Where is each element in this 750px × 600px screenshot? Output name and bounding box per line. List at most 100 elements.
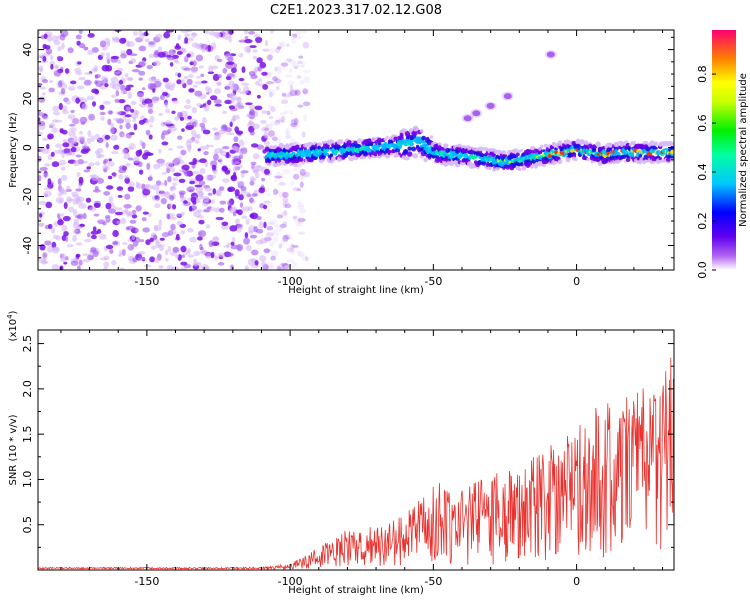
noise-speckle: [165, 258, 169, 262]
ridge-cell: [566, 157, 570, 161]
noise-speckle: [235, 209, 240, 214]
noise-speckle: [67, 86, 76, 91]
ridge-cell: [574, 158, 578, 162]
noise-speckle: [108, 158, 112, 162]
noise-speckle: [187, 227, 194, 233]
noise-speckle: [82, 258, 90, 263]
noise-speckle: [44, 240, 52, 246]
noise-speckle: [198, 230, 207, 238]
noise-speckle: [138, 119, 145, 125]
noise-speckle: [157, 244, 165, 248]
noise-speckle: [123, 152, 130, 160]
noise-speckle: [162, 233, 167, 238]
ridge-cell: [423, 157, 428, 163]
noise-speckle: [68, 130, 76, 137]
noise-speckle: [127, 91, 132, 99]
noise-speckle: [159, 237, 165, 241]
noise-speckle: [190, 66, 198, 74]
noise-speckle: [169, 194, 175, 201]
noise-speckle: [91, 47, 99, 53]
noise-speckle: [284, 135, 293, 139]
noise-speckle: [41, 149, 50, 154]
noise-speckle: [254, 172, 260, 179]
ridge-cell: [518, 167, 522, 172]
noise-speckle: [227, 56, 234, 62]
noise-speckle: [248, 104, 257, 111]
ridge-cell: [608, 147, 612, 152]
noise-speckle: [139, 239, 145, 243]
ridge-cell: [388, 146, 391, 149]
noise-speckle: [61, 151, 65, 158]
noise-speckle: [198, 191, 204, 196]
noise-speckle: [130, 108, 135, 113]
noise-speckle: [144, 184, 153, 190]
noise-speckle: [218, 252, 226, 258]
noise-speckle: [279, 112, 286, 116]
colorbar: 0.0 0.2 0.4 0.6 0.8 Normalized spectral ampl…: [696, 30, 749, 279]
noise-speckle: [119, 124, 123, 130]
ridge-cell: [499, 162, 505, 167]
ridge-cell: [514, 150, 518, 154]
noise-speckle: [272, 76, 282, 80]
noise-speckle: [175, 233, 180, 241]
noise-speckle: [290, 180, 294, 187]
noise-speckle: [263, 131, 269, 139]
noise-speckle: [287, 91, 293, 97]
noise-speckle: [292, 215, 300, 222]
noise-speckle: [180, 267, 187, 270]
noise-speckle: [104, 215, 111, 219]
noise-speckle: [65, 236, 69, 243]
noise-speckle: [173, 158, 179, 164]
noise-speckle: [58, 80, 63, 88]
y-tick-label: 0: [21, 144, 34, 151]
noise-speckle: [172, 182, 178, 186]
ridge-cell: [429, 135, 434, 139]
noise-speckle: [188, 74, 194, 78]
noise-speckle: [50, 227, 56, 234]
noise-speckle: [154, 203, 161, 208]
noise-speckle: [171, 110, 176, 115]
noise-speckle: [252, 123, 260, 130]
noise-speckle: [212, 188, 217, 195]
ridge-core: [439, 150, 444, 156]
ridge-cell: [405, 156, 410, 161]
ridge-cell: [371, 137, 376, 143]
noise-speckle: [153, 60, 161, 66]
ridge-cell: [378, 142, 381, 146]
noise-speckle: [172, 246, 180, 253]
x-tick-label: 0: [573, 275, 580, 288]
noise-speckle: [82, 145, 90, 150]
noise-speckle: [110, 134, 118, 141]
ridge-cell: [389, 152, 394, 156]
noise-speckle: [188, 205, 193, 212]
noise-speckle: [75, 188, 82, 192]
noise-speckle: [286, 259, 295, 263]
noise-speckle: [233, 63, 237, 69]
noise-speckle: [91, 88, 99, 94]
noise-speckle: [205, 224, 211, 229]
noise-speckle: [55, 143, 63, 148]
noise-speckle: [282, 221, 288, 226]
noise-speckle: [288, 68, 293, 74]
noise-speckle: [182, 83, 186, 89]
noise-speckle: [149, 256, 156, 263]
noise-speckle: [71, 194, 80, 198]
noise-speckle: [302, 30, 307, 34]
noise-speckle: [213, 99, 222, 105]
noise-speckle: [295, 30, 303, 35]
noise-speckle: [68, 206, 75, 213]
noise-speckle: [144, 38, 150, 43]
noise-speckle: [250, 175, 255, 182]
noise-speckle: [165, 108, 170, 114]
noise-speckle: [53, 70, 62, 77]
noise-speckle: [292, 216, 298, 219]
noise-speckle: [132, 156, 140, 164]
noise-speckle: [167, 176, 172, 183]
noise-speckle: [43, 33, 48, 39]
noise-speckle: [271, 250, 279, 257]
noise-speckle: [159, 246, 164, 252]
noise-speckle: [214, 255, 218, 262]
noise-speckle: [224, 99, 233, 105]
noise-speckle: [60, 166, 66, 171]
noise-speckle: [78, 183, 82, 189]
